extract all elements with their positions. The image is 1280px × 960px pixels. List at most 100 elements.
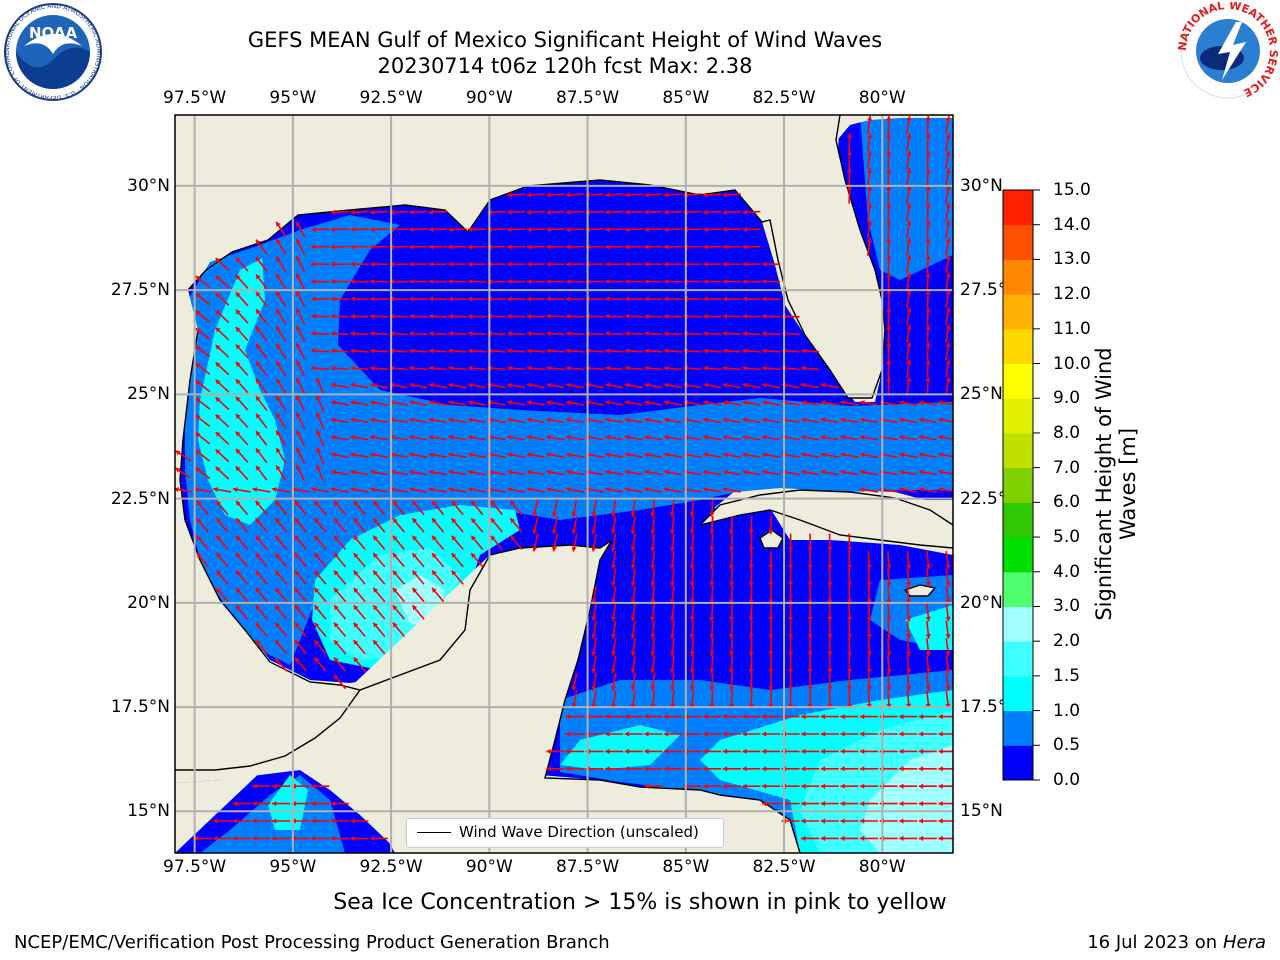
wave-direction-arrow bbox=[689, 620, 695, 639]
wave-direction-arrow bbox=[448, 313, 467, 319]
wave-direction-arrow bbox=[372, 622, 386, 638]
colorbar-segment bbox=[1003, 432, 1033, 469]
wave-direction-arrow bbox=[945, 168, 951, 187]
wave-direction-arrow bbox=[742, 417, 761, 424]
wave-direction-arrow bbox=[467, 244, 487, 250]
wave-direction-arrow bbox=[330, 382, 349, 389]
wave-direction-arrow bbox=[703, 365, 722, 371]
wave-direction-arrow bbox=[275, 395, 287, 412]
wave-direction-arrow bbox=[235, 430, 249, 446]
wave-direction-arrow bbox=[938, 400, 953, 406]
wave-direction-arrow bbox=[411, 517, 425, 533]
wave-direction-arrow bbox=[526, 244, 545, 250]
wave-direction-arrow bbox=[938, 487, 953, 493]
wave-direction-arrow bbox=[392, 517, 405, 533]
wave-direction-arrow bbox=[353, 500, 366, 516]
wave-direction-arrow bbox=[801, 835, 820, 842]
wave-direction-arrow bbox=[409, 313, 428, 319]
wave-direction-arrow bbox=[899, 766, 918, 772]
wave-direction-arrow bbox=[748, 655, 754, 674]
wave-direction-arrow bbox=[448, 296, 467, 302]
wave-direction-arrow bbox=[507, 261, 526, 267]
wave-direction-arrow bbox=[807, 550, 813, 570]
latitude-label: 17.5°N bbox=[110, 697, 170, 718]
wave-direction-arrow bbox=[195, 310, 211, 323]
wave-direction-arrow bbox=[546, 209, 565, 215]
wave-direction-arrow bbox=[448, 278, 467, 285]
wave-direction-arrow bbox=[428, 261, 447, 267]
wave-direction-arrow bbox=[252, 818, 271, 824]
wave-direction-arrow bbox=[703, 731, 722, 737]
wave-direction-arrow bbox=[193, 835, 212, 842]
wave-direction-arrow bbox=[392, 604, 405, 620]
wave-direction-arrow bbox=[470, 552, 484, 568]
wave-direction-arrow bbox=[294, 500, 307, 516]
wave-direction-arrow bbox=[768, 637, 774, 657]
wave-direction-arrow bbox=[294, 604, 307, 620]
wave-direction-arrow bbox=[761, 348, 781, 354]
latitude-label: 22.5°N bbox=[110, 488, 170, 509]
wave-direction-arrow bbox=[742, 469, 761, 476]
wave-direction-arrow bbox=[918, 417, 937, 424]
wave-direction-arrow bbox=[938, 417, 953, 423]
wave-direction-arrow bbox=[886, 672, 892, 691]
wave-direction-arrow bbox=[938, 469, 953, 475]
wave-direction-arrow bbox=[526, 400, 545, 406]
wave-direction-arrow bbox=[467, 469, 487, 476]
wave-direction-arrow bbox=[807, 585, 813, 604]
wave-direction-arrow bbox=[703, 469, 722, 476]
wave-direction-arrow bbox=[274, 622, 288, 638]
wave-direction-arrow bbox=[624, 261, 643, 267]
wave-direction-arrow bbox=[820, 382, 839, 389]
wave-direction-arrow bbox=[801, 365, 820, 371]
wave-direction-arrow bbox=[820, 766, 839, 772]
wave-direction-arrow bbox=[196, 535, 209, 551]
wave-direction-arrow bbox=[565, 487, 585, 493]
wave-direction-arrow bbox=[507, 487, 526, 493]
wave-direction-arrow bbox=[663, 417, 683, 424]
graticule bbox=[175, 115, 953, 853]
wave-direction-arrow bbox=[669, 550, 676, 570]
wave-direction-arrow bbox=[918, 835, 937, 842]
wave-direction-arrow bbox=[748, 533, 754, 552]
wave-direction-arrow bbox=[507, 313, 526, 319]
wave-direction-arrow bbox=[546, 400, 565, 406]
wave-direction-arrow bbox=[703, 244, 722, 250]
wave-direction-arrow bbox=[945, 550, 951, 570]
wave-direction-arrow bbox=[630, 655, 636, 674]
wave-direction-arrow bbox=[313, 587, 327, 603]
wave-direction-arrow bbox=[507, 400, 526, 406]
wave-direction-arrow bbox=[467, 452, 487, 458]
wave-direction-arrow bbox=[411, 569, 425, 585]
wave-direction-arrow bbox=[369, 434, 389, 441]
wave-direction-arrow bbox=[644, 417, 663, 424]
wave-direction-arrow bbox=[945, 324, 951, 343]
wave-direction-arrow bbox=[526, 278, 545, 285]
wave-direction-arrow bbox=[565, 192, 585, 198]
wave-direction-arrow bbox=[333, 604, 347, 620]
sea-ice-note: Sea Ice Concentration > 15% is shown in … bbox=[333, 890, 947, 915]
wave-direction-arrow bbox=[866, 550, 872, 570]
wave-direction-arrow bbox=[630, 690, 636, 709]
wave-direction-arrow bbox=[906, 342, 912, 361]
wave-direction-arrow bbox=[507, 469, 526, 476]
wave-direction-arrow bbox=[722, 192, 741, 198]
wave-direction-arrow bbox=[703, 296, 722, 302]
wave-direction-arrow bbox=[742, 278, 761, 285]
wave-direction-arrow bbox=[605, 330, 624, 337]
wave-direction-arrow bbox=[311, 278, 330, 285]
wave-direction-arrow bbox=[274, 569, 288, 585]
colorbar-tick-label: 4.0 bbox=[1053, 561, 1081, 582]
wave-direction-arrow bbox=[840, 800, 859, 807]
wave-direction-arrow bbox=[431, 569, 445, 585]
wave-direction-arrow bbox=[761, 296, 781, 302]
wave-direction-arrow bbox=[313, 604, 327, 620]
wave-direction-arrow bbox=[330, 226, 349, 233]
wave-direction-arrow bbox=[195, 449, 211, 462]
wave-direction-arrow bbox=[624, 226, 643, 233]
wave-direction-arrow bbox=[801, 434, 820, 441]
wave-direction-arrow bbox=[330, 365, 349, 371]
wave-direction-arrow bbox=[650, 637, 656, 657]
wave-direction-arrow bbox=[899, 487, 918, 493]
wave-direction-arrow bbox=[709, 637, 715, 657]
